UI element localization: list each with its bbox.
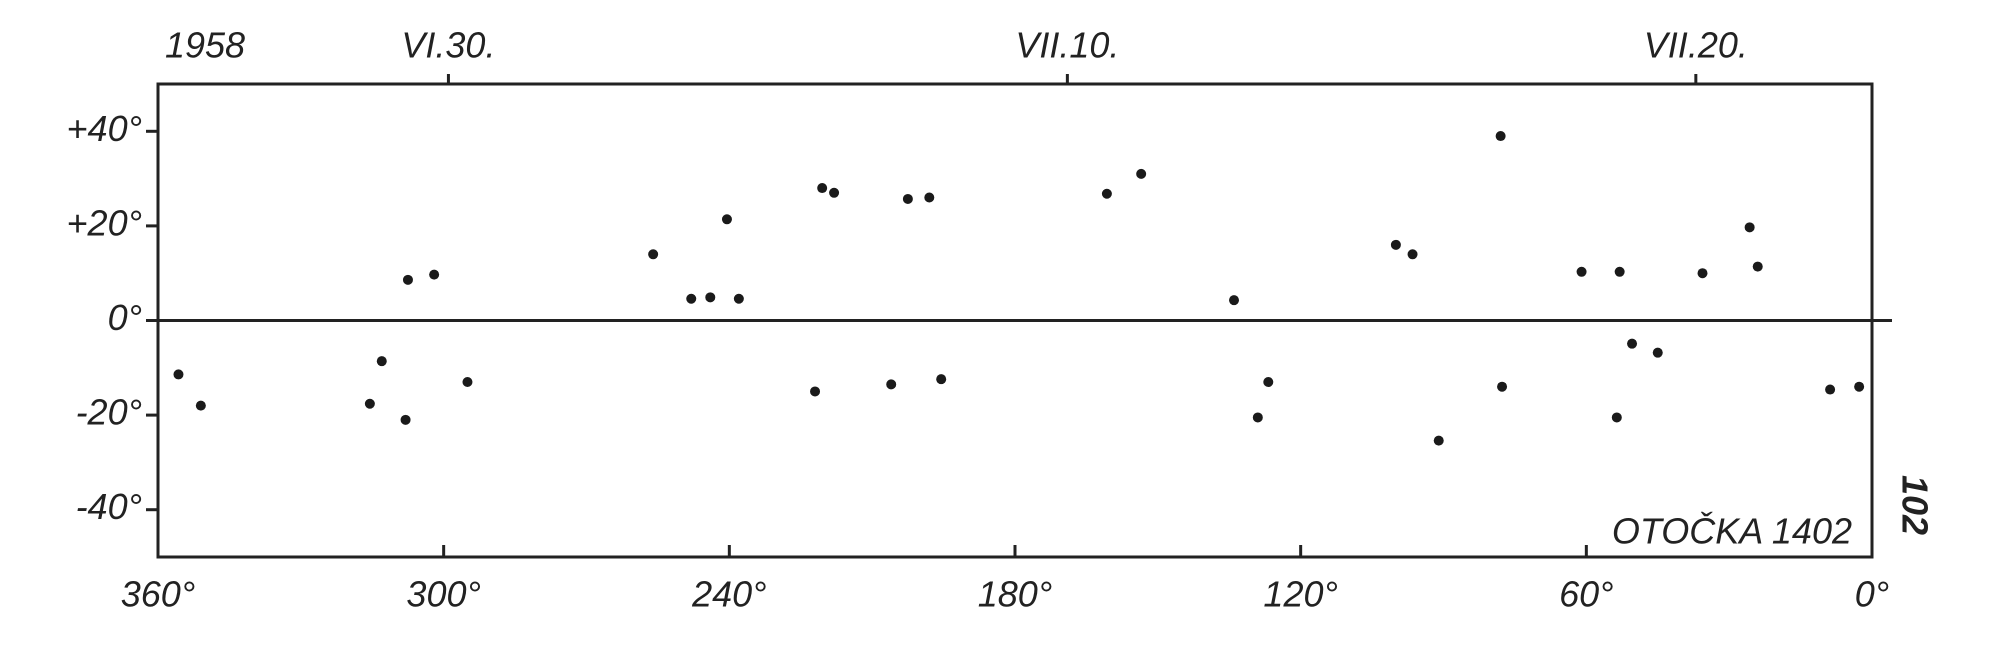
sunspot: [829, 187, 840, 198]
y-tick-label: -20°: [76, 392, 142, 433]
sunspot: [364, 398, 375, 409]
x-tick-label: 240°: [691, 574, 766, 615]
year-label: 1958: [165, 25, 245, 66]
x-tick-label: 300°: [406, 574, 480, 615]
annotation: OTOČKA 1402: [1612, 511, 1852, 552]
sunspot: [462, 376, 473, 387]
sunspot: [429, 269, 440, 280]
sunspot: [1744, 222, 1755, 233]
sunspot: [1752, 261, 1763, 272]
sunspot: [1495, 131, 1506, 142]
sunspot: [1252, 412, 1263, 423]
sunspot: [886, 379, 897, 390]
sunspot: [1229, 295, 1240, 306]
x-tick-label: 0°: [1855, 574, 1889, 615]
sunspot: [1627, 338, 1638, 349]
x2-tick-label: VII.20.: [1644, 25, 1748, 66]
sunspot: [1136, 168, 1147, 179]
sunspot: [1825, 384, 1836, 395]
sunspot: [721, 214, 732, 225]
sunspot: [686, 293, 697, 304]
sunspot: [1652, 347, 1663, 358]
y-tick-label: +40°: [67, 108, 142, 149]
sunspot: [376, 356, 387, 367]
sunspot: [195, 400, 206, 411]
x-tick-label: 180°: [978, 574, 1052, 615]
sunspot: [1497, 381, 1508, 392]
x-tick-label: 60°: [1559, 574, 1613, 615]
sunspot: [1390, 239, 1401, 250]
sunspot: [902, 193, 913, 204]
sunspot: [173, 369, 184, 380]
sunspot: [1263, 376, 1274, 387]
sunspot: [1407, 249, 1418, 260]
sunspot: [1611, 412, 1622, 423]
sunspot: [1433, 435, 1444, 446]
sunspot: [705, 292, 716, 303]
sunspot: [402, 274, 413, 285]
sunspot: [733, 293, 744, 304]
x2-tick-label: VI.30.: [401, 25, 495, 66]
sunspot: [400, 414, 411, 425]
page-number: 102: [1894, 475, 1935, 535]
sunspot: [1854, 381, 1865, 392]
x-tick-label: 120°: [1263, 574, 1337, 615]
x-tick-label: 360°: [121, 574, 195, 615]
sunspot: [817, 183, 828, 194]
y-tick-label: -40°: [76, 486, 142, 527]
sunspot: [1697, 268, 1708, 279]
sunspot: [810, 386, 821, 397]
y-tick-label: 0°: [108, 297, 142, 338]
sunspot: [936, 374, 947, 385]
y-tick-label: +20°: [67, 202, 142, 243]
sunspot: [924, 192, 935, 203]
sunspot: [648, 249, 659, 260]
sunspot: [1614, 266, 1625, 277]
sunspot: [1576, 266, 1587, 277]
x2-tick-label: VII.10.: [1015, 25, 1119, 66]
sunspot: [1101, 188, 1112, 199]
